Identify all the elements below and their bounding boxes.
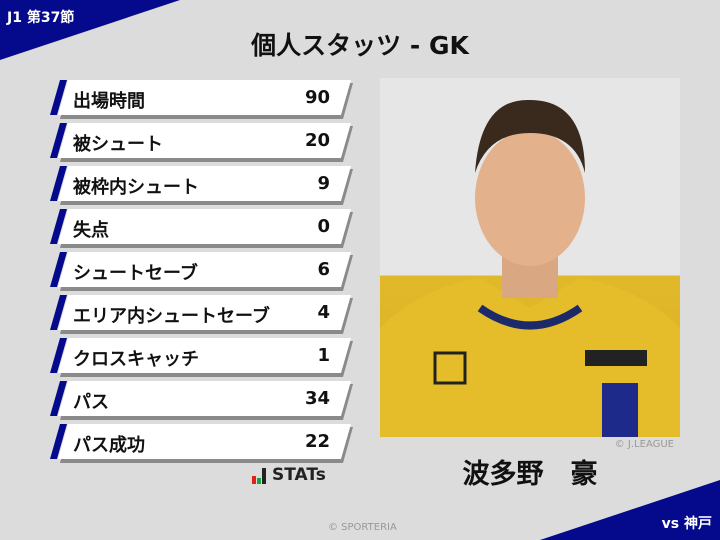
round-label: J1 第37節	[7, 10, 75, 26]
player-name: 波多野 豪	[462, 459, 598, 490]
stat-value: 4	[317, 302, 330, 323]
stat-row: パス 34	[50, 381, 355, 419]
stat-row: 被枠内シュート 9	[50, 166, 355, 204]
stat-row: パス成功 22	[50, 424, 355, 462]
stat-value: 34	[304, 388, 330, 409]
stat-row: 被シュート 20	[50, 123, 355, 161]
stat-row: シュートセーブ 6	[50, 252, 355, 290]
stat-label: 被枠内シュート	[73, 177, 199, 198]
stat-row: 出場時間 90	[50, 80, 355, 118]
row-bar	[58, 424, 351, 459]
row-bar	[58, 338, 351, 373]
row-bar	[58, 209, 351, 244]
row-bar	[58, 252, 351, 287]
row-bar	[58, 295, 351, 330]
stats-logo: STATs	[252, 467, 326, 484]
page-title: 個人スタッツ - GK	[251, 31, 469, 60]
stat-value: 20	[304, 130, 330, 151]
stat-label: クロスキャッチ	[73, 349, 199, 370]
stat-value: 22	[304, 431, 330, 452]
stat-value: 1	[317, 345, 330, 366]
bar-chart-icon	[252, 468, 266, 484]
row-bar	[58, 166, 351, 201]
stat-value: 6	[317, 259, 330, 280]
stat-label: 出場時間	[73, 91, 145, 112]
stat-label: 被シュート	[73, 134, 163, 155]
photo-credit: © J.LEAGUE	[614, 439, 674, 450]
row-bar	[58, 123, 351, 158]
stat-label: シュートセーブ	[73, 263, 198, 284]
stat-row: エリア内シュートセーブ 4	[50, 295, 355, 333]
stat-label: エリア内シュートセーブ	[73, 306, 270, 327]
stat-label: 失点	[73, 220, 109, 241]
row-bar	[58, 80, 351, 115]
stat-label: パス	[73, 392, 109, 413]
stat-row: クロスキャッチ 1	[50, 338, 355, 376]
row-bar	[58, 381, 351, 416]
opponent-label: vs 神戸	[661, 516, 712, 532]
stat-label: パス成功	[73, 435, 145, 456]
player-photo	[380, 78, 680, 437]
stat-value: 0	[317, 216, 330, 237]
stat-row: 失点 0	[50, 209, 355, 247]
stat-value: 90	[304, 87, 330, 108]
stat-value: 9	[317, 173, 330, 194]
copyright: © SPORTERIA	[328, 522, 397, 533]
